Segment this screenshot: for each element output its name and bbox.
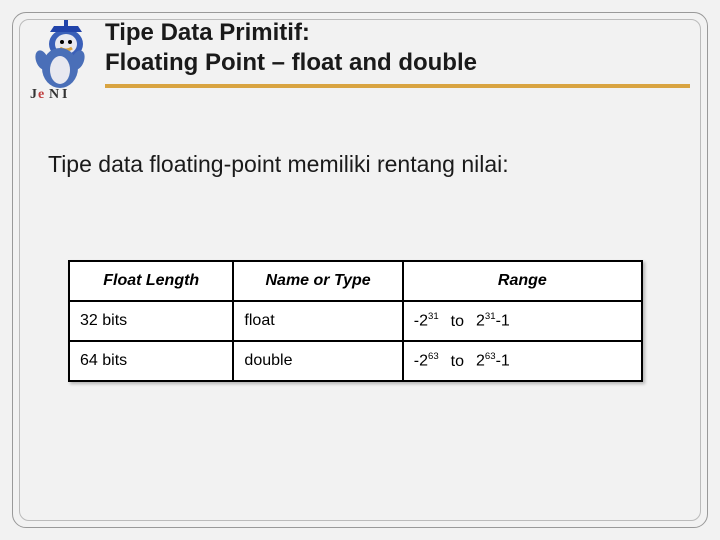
body-paragraph: Tipe data floating-point memiliki rentan… <box>48 150 680 180</box>
range-max: 231-1 <box>476 311 510 330</box>
range-to: to <box>451 353 464 371</box>
cell-range: -263 to 263-1 <box>403 341 642 381</box>
range-to: to <box>451 313 464 331</box>
cell-range: -231 to 231-1 <box>403 301 642 341</box>
cell-length: 32 bits <box>69 301 233 341</box>
header-range: Range <box>403 261 642 301</box>
title-underline <box>105 84 690 88</box>
svg-text:J: J <box>30 87 37 102</box>
slide-title: Tipe Data Primitif: Floating Point – flo… <box>105 18 690 78</box>
slide-header: Tipe Data Primitif: Floating Point – flo… <box>105 18 690 88</box>
table-row: 64 bits double -263 to 263-1 <box>69 341 642 381</box>
range-min: -263 <box>414 351 439 370</box>
svg-text:I: I <box>62 87 67 102</box>
cell-type: double <box>233 341 402 381</box>
range-min: -231 <box>414 311 439 330</box>
title-line-2: Floating Point – float and double <box>105 49 477 76</box>
header-float-length: Float Length <box>69 261 233 301</box>
float-types-table: Float Length Name or Type Range 32 bits … <box>68 260 643 382</box>
table-row: 32 bits float -231 to 231-1 <box>69 301 642 341</box>
jeni-logo: J e N I <box>22 20 100 105</box>
cell-type: float <box>233 301 402 341</box>
range-max: 263-1 <box>476 351 510 370</box>
table-header-row: Float Length Name or Type Range <box>69 261 642 301</box>
title-line-1: Tipe Data Primitif: <box>105 19 310 46</box>
cell-length: 64 bits <box>69 341 233 381</box>
svg-text:e: e <box>38 87 44 102</box>
svg-text:N: N <box>49 87 59 102</box>
header-name-type: Name or Type <box>233 261 402 301</box>
